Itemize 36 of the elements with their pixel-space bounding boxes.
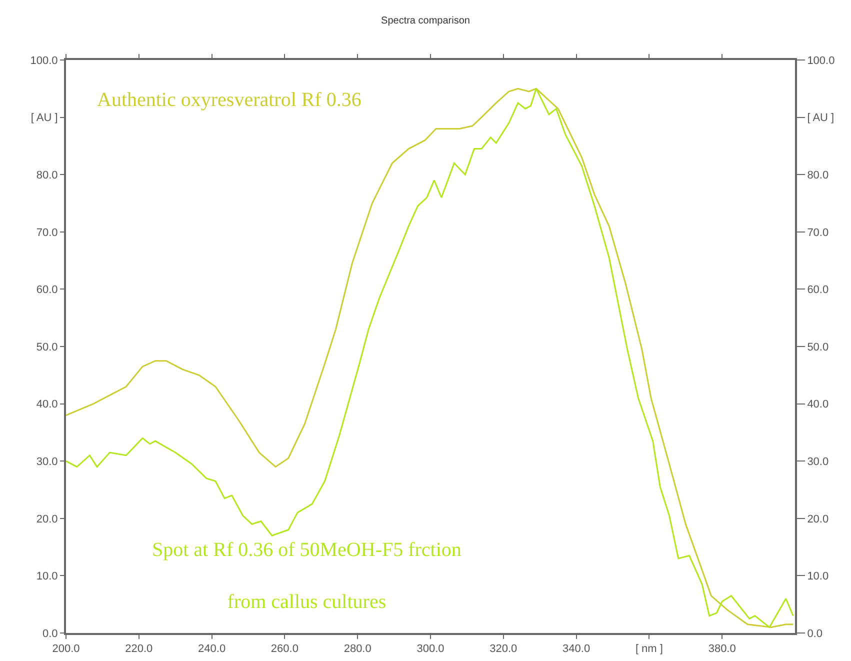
y-tick-label: 20.0: [36, 513, 58, 526]
y2-tick-label: 20.0: [807, 513, 829, 526]
y2-tick-label: 40.0: [807, 398, 829, 411]
y2-tick-label: 100.0: [807, 54, 835, 67]
x-tick-label: 300.0: [416, 643, 444, 656]
y2-tick-label: 0.0: [807, 628, 822, 640]
y2-tick-label: 30.0: [807, 456, 829, 468]
x-tick-label: 220.0: [125, 643, 153, 656]
y2-tick-label: 10.0: [807, 570, 829, 583]
y2-tick-label: 60.0: [807, 284, 829, 296]
y-tick-label: 0.0: [42, 628, 58, 640]
y2-tick-label: 80.0: [807, 169, 829, 182]
x-tick-label: [ nm ]: [635, 643, 663, 656]
x-tick-label: 200.0: [52, 643, 80, 656]
y-tick-label: 100.0: [30, 54, 58, 67]
x-tick-label: 260.0: [270, 643, 298, 656]
y-tick-label: 50.0: [36, 341, 58, 354]
x-tick-label: 340.0: [562, 643, 590, 656]
y2-tick-label: [ AU ]: [807, 112, 834, 124]
line-series: [66, 88, 794, 628]
y-tick-label: 30.0: [36, 456, 58, 468]
text: Authentic oxyresveratrol Rf 0.36: [97, 89, 362, 111]
y-tick-label: 70.0: [36, 226, 58, 239]
y2-tick-label: 70.0: [807, 226, 829, 239]
chart-title: Spectra comparison: [381, 16, 470, 27]
y-tick-label: [ AU ]: [30, 112, 58, 124]
x-tick-label: 240.0: [198, 643, 226, 656]
text: Spot at Rf 0.36 of 50MeOH-F5 frction from callus cultures: [152, 539, 462, 613]
x-tick-label: 380.0: [708, 643, 736, 656]
y-tick-label: 80.0: [36, 169, 58, 182]
y-tick-label: 10.0: [36, 570, 58, 583]
y-tick-label: 60.0: [36, 284, 58, 296]
x-tick-label: 320.0: [490, 643, 518, 656]
y2-tick-label: 50.0: [807, 341, 829, 354]
y-tick-label: 40.0: [36, 398, 58, 411]
x-tick-label: 280.0: [344, 643, 372, 656]
